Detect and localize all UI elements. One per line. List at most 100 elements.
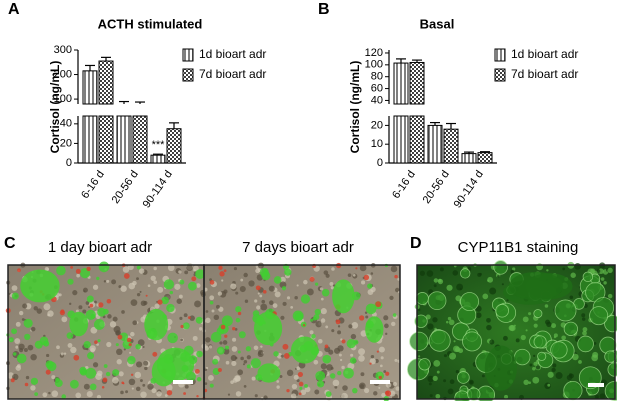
cell <box>30 385 36 391</box>
green-signal <box>103 308 109 315</box>
cell <box>325 325 329 329</box>
cell <box>147 383 154 390</box>
cell <box>562 267 566 271</box>
cell <box>83 383 90 390</box>
bar <box>427 124 443 164</box>
cell <box>253 345 259 351</box>
green-cluster <box>253 311 283 346</box>
cell <box>76 273 80 278</box>
green-signal <box>310 318 314 322</box>
cell <box>447 388 454 395</box>
green-signal <box>34 340 43 349</box>
cell <box>487 276 494 283</box>
micrograph-texture <box>5 260 617 401</box>
cell <box>306 288 314 296</box>
red-signal <box>183 392 187 395</box>
green-signal <box>187 281 197 291</box>
green-signal <box>11 292 19 300</box>
green-signal <box>349 357 357 364</box>
cell <box>290 305 294 309</box>
cell <box>331 267 335 271</box>
cell <box>107 314 112 319</box>
green-signal <box>8 337 14 343</box>
red-signal <box>70 265 74 269</box>
cell <box>242 363 246 366</box>
cell <box>274 291 281 298</box>
red-signal <box>363 274 370 281</box>
red-signal <box>45 369 51 375</box>
green-signal <box>69 379 79 389</box>
cell <box>317 338 323 344</box>
cell <box>596 269 601 273</box>
cell <box>85 301 90 305</box>
cell <box>529 363 533 367</box>
cell <box>96 343 99 346</box>
cell <box>486 317 491 323</box>
green-signal <box>246 364 251 369</box>
cell <box>120 390 124 395</box>
red-signal <box>106 298 112 304</box>
y-tick-label: 0 <box>66 157 72 169</box>
cell <box>261 299 266 304</box>
cell <box>456 283 464 291</box>
cell <box>130 331 135 337</box>
stained-area <box>484 345 517 391</box>
red-signal <box>157 299 163 305</box>
cell <box>215 304 220 309</box>
cell <box>43 303 51 311</box>
cell <box>347 273 352 277</box>
cell <box>237 369 244 376</box>
cell <box>383 315 389 321</box>
cell <box>69 302 72 306</box>
green-signal <box>209 300 214 305</box>
cell <box>129 351 132 354</box>
scale-bar <box>370 380 390 384</box>
cell <box>22 303 28 309</box>
legend-swatch <box>182 68 194 82</box>
cell <box>186 264 193 272</box>
cell <box>433 278 439 283</box>
cell <box>319 287 324 291</box>
cell <box>425 314 431 320</box>
cell <box>379 364 383 368</box>
cell <box>243 384 247 388</box>
cell <box>132 320 138 326</box>
cell <box>268 300 274 305</box>
cell <box>533 354 536 358</box>
cell <box>574 263 581 270</box>
green-signal <box>212 358 219 365</box>
green-cluster <box>20 269 60 303</box>
cell <box>18 310 24 316</box>
cell <box>140 391 147 398</box>
cell <box>437 278 444 285</box>
green-signal <box>212 368 220 375</box>
green-signal <box>182 322 190 330</box>
red-signal <box>145 294 148 297</box>
red-signal <box>286 388 290 393</box>
red-signal <box>369 362 372 365</box>
cell <box>23 347 28 352</box>
x-tick-label: 6-16 d <box>79 169 107 201</box>
cell <box>582 327 588 332</box>
cell <box>106 279 110 283</box>
cell <box>174 283 181 290</box>
bar <box>409 115 425 164</box>
cell <box>11 285 18 292</box>
green-signal <box>11 328 17 335</box>
cell <box>203 345 209 351</box>
image-frame <box>416 264 616 400</box>
cell <box>113 325 121 333</box>
cell <box>427 323 434 330</box>
cell <box>18 343 25 350</box>
red-signal <box>359 315 365 321</box>
y-tick-label: 120 <box>365 47 383 59</box>
cell <box>103 280 107 283</box>
cell <box>153 266 157 271</box>
cell <box>506 299 509 302</box>
green-signal <box>294 312 304 321</box>
cell <box>453 340 456 343</box>
cell <box>364 311 368 314</box>
green-signal <box>329 373 336 379</box>
cell <box>46 267 49 271</box>
